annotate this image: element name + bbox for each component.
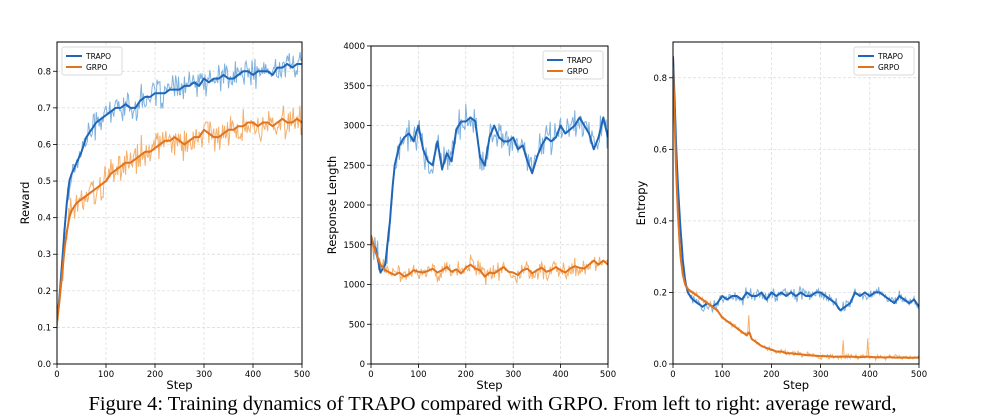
trapo-raw-line [371, 103, 608, 273]
chart-panel-3: 0 100 200 300 400 500 0.0 0.2 0.4 0.6 0.8 Step Entro… [634, 41, 927, 392]
y-axis-label: Reward [18, 182, 32, 225]
legend-label-grpo: GRPO [567, 67, 589, 76]
y-axis-label: Response Length [325, 156, 339, 255]
y-tick-label: 0.1 [37, 323, 51, 333]
y-axis-label: Entropy [634, 180, 648, 225]
legend-label-trapo: TRAPO [877, 52, 903, 61]
legend-label-trapo: TRAPO [85, 52, 111, 61]
y-tick-label: 0.2 [653, 288, 667, 298]
x-tick-label: 500 [911, 370, 927, 380]
y-tick-label: 0.0 [37, 360, 51, 370]
legend: TRAPO GRPO [61, 46, 123, 76]
grpo-smoothed-line [57, 117, 302, 321]
y-tick-label: 0.4 [653, 217, 667, 227]
x-tick-label: 0 [368, 370, 373, 380]
x-tick-label: 500 [294, 370, 310, 380]
y-tick-label: 4000 [343, 42, 365, 52]
axes-frame [56, 41, 303, 365]
x-tick-label: 500 [600, 370, 616, 380]
x-tick-label: 200 [458, 370, 474, 380]
grpo-raw-line [371, 237, 608, 286]
chart-panel-2: 0 100 200 300 400 500 0 500 1000 1500 2000 2500 3000… [325, 42, 616, 392]
y-tick-label: 0.0 [653, 360, 667, 370]
x-tick-label: 400 [552, 370, 568, 380]
y-tick-label: 0.8 [37, 67, 51, 77]
legend: TRAPO GRPO [853, 46, 915, 76]
y-tick-label: 3500 [343, 82, 365, 92]
y-tick-label: 0.2 [37, 287, 51, 297]
grpo-raw-line [673, 67, 919, 362]
x-tick-label: 300 [812, 370, 828, 380]
x-tick-label: 0 [670, 370, 675, 380]
chart-panel-1: 0 100 200 300 400 500 0.0 0.1 0.2 0.3 0.4 0.5 0.6 0.7… [18, 41, 310, 392]
trapo-raw-line [673, 58, 919, 313]
y-tick-label: 500 [349, 320, 365, 330]
x-tick-label: 300 [505, 370, 521, 380]
x-tick-label: 300 [196, 370, 212, 380]
y-tick-label: 1500 [343, 241, 365, 251]
grpo-smoothed-line [371, 234, 608, 278]
x-tick-label: 400 [862, 370, 878, 380]
x-axis-label: Step [476, 378, 502, 392]
x-axis-label: Step [783, 378, 809, 392]
y-tick-label: 2500 [343, 161, 365, 171]
x-tick-label: 0 [54, 370, 59, 380]
y-tick-label: 0.6 [653, 145, 667, 155]
x-tick-label: 400 [245, 370, 261, 380]
grpo-raw-line [57, 105, 302, 328]
y-tick-label: 0.3 [37, 250, 51, 260]
trapo-smoothed-line [371, 116, 608, 274]
x-tick-label: 100 [714, 370, 730, 380]
y-tick-label: 1000 [343, 281, 365, 291]
axes-frame [672, 41, 920, 365]
y-tick-label: 0 [360, 360, 365, 370]
grpo-smoothed-line [673, 66, 919, 359]
y-tick-label: 3000 [343, 122, 365, 132]
x-tick-label: 200 [147, 370, 163, 380]
x-axis-label: Step [166, 378, 192, 392]
legend-label-grpo: GRPO [878, 63, 900, 72]
y-tick-label: 0.6 [37, 140, 51, 150]
trapo-smoothed-line [673, 56, 919, 312]
legend-label-grpo: GRPO [86, 63, 108, 72]
legend: TRAPO GRPO [542, 50, 604, 80]
x-tick-label: 200 [763, 370, 779, 380]
y-tick-label: 0.4 [37, 214, 51, 224]
x-tick-label: 100 [98, 370, 114, 380]
figure-caption: Figure 4: Training dynamics of TRAPO com… [88, 393, 897, 415]
legend-label-trapo: TRAPO [566, 56, 592, 65]
y-tick-label: 0.7 [37, 104, 51, 114]
y-tick-label: 0.8 [653, 74, 667, 84]
y-tick-label: 0.5 [37, 177, 51, 187]
trapo-smoothed-line [57, 63, 302, 321]
x-tick-label: 100 [410, 370, 426, 380]
y-tick-label: 2000 [343, 201, 365, 211]
